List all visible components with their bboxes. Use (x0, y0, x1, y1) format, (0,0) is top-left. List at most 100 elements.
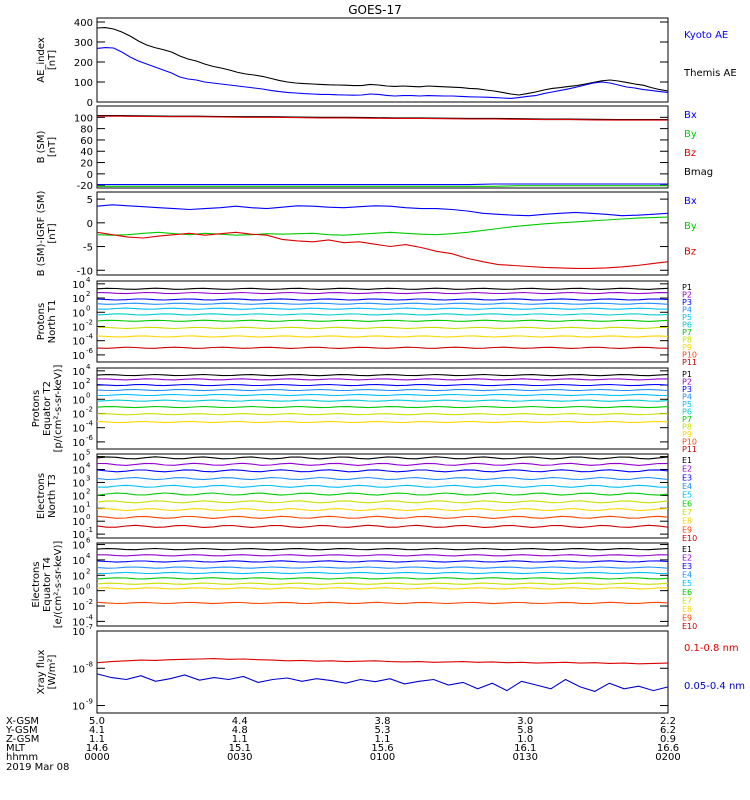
x-row-label: X-GSM (6, 716, 39, 727)
channel-line-E8 (96, 507, 669, 512)
channel-label-P5: P5 (682, 313, 692, 322)
channel-label-E5: E5 (682, 491, 692, 500)
y-tick-label: 10 (72, 556, 85, 567)
x-tick-label: 1.1 (375, 734, 391, 745)
channel-label-P2: P2 (682, 378, 692, 387)
panel-frame (96, 453, 669, 539)
x-tick-label: 0200 (655, 752, 680, 763)
channel-label-E4: E4 (682, 482, 692, 491)
y-tick-exponent: 4 (86, 462, 91, 470)
channel-label-P1: P1 (682, 370, 692, 379)
channel-label-P6: P6 (682, 321, 692, 330)
channel-line-P2 (97, 378, 668, 381)
channel-label-P5: P5 (682, 400, 692, 409)
channel-line-E1 (96, 456, 669, 460)
panel-8: Xray flux [W/m²]10-910-810 -70.1-0.8 nm0.0… (36, 623, 745, 714)
series-line (96, 673, 669, 692)
x-tick-label: 3.0 (517, 716, 533, 727)
x-row-label: Y-GSM (5, 725, 38, 736)
channel-label-E10: E10 (682, 622, 697, 631)
channel-label-P4: P4 (682, 306, 692, 315)
channel-line-E10 (96, 524, 669, 528)
y-axis-label: North T1 (47, 300, 58, 344)
panel-frame (96, 105, 669, 189)
series-line (96, 204, 669, 217)
channel-label-E6: E6 (682, 588, 692, 597)
channel-label-E6: E6 (682, 499, 692, 508)
series-line (97, 183, 668, 186)
y-tick-label: 10 (72, 409, 85, 420)
channel-label-P8: P8 (682, 423, 692, 432)
y-axis-label: [nT] (47, 223, 58, 243)
channel-label-E4: E4 (682, 571, 692, 580)
channel-label-E1: E1 (682, 545, 692, 554)
channel-line-P7 (96, 319, 669, 322)
channel-label-E3: E3 (682, 562, 692, 571)
y-tick-exponent: -2 (86, 405, 93, 413)
legend-entry: Themis AE (683, 68, 737, 79)
channel-label-E10: E10 (682, 534, 697, 543)
panel-frame (96, 191, 669, 276)
channel-label-E9: E9 (682, 525, 692, 534)
x-tick-label: 6.2 (660, 725, 676, 736)
y-axis-label: [p/(cm²-s-sr-keV)] (53, 365, 64, 453)
y-tick-exponent: -4 (86, 333, 94, 341)
y-tick-label: 10 (72, 478, 85, 489)
x-tick-label: 3.8 (375, 716, 391, 727)
x-row-label: hhmm (6, 752, 38, 763)
x-tick-label: 0.9 (660, 734, 676, 745)
y-tick-label: 10 (72, 395, 85, 406)
channel-line-P8 (96, 413, 669, 416)
x-tick-label: 4.4 (232, 716, 248, 727)
y-tick-label: 0 (87, 170, 93, 181)
channel-line-P9 (96, 420, 669, 424)
x-tick-label: 14.6 (86, 743, 108, 754)
y-tick-label: 80 (80, 125, 93, 136)
legend-entry: 0.05-0.4 nm (684, 681, 745, 692)
y-tick-label: 0 (87, 219, 93, 230)
y-tick-exponent: 3 (86, 474, 90, 482)
y-axis-label: Electrons (36, 473, 47, 519)
channel-line-E1 (96, 547, 669, 551)
channel-line-E3 (96, 560, 669, 563)
y-tick-label: 20 (80, 159, 93, 170)
x-tick-label: 1.1 (232, 734, 248, 745)
channel-line-P9 (96, 335, 669, 338)
channel-line-E3 (96, 469, 669, 473)
channel-label-E7: E7 (682, 508, 692, 517)
panel-frame (96, 367, 669, 450)
y-tick-label: 10 (72, 280, 85, 291)
y-tick-label: 100 (74, 113, 93, 124)
series-line (96, 231, 669, 269)
channel-line-E2 (96, 462, 669, 466)
channel-line-P6 (96, 313, 669, 316)
y-tick-label: 10 (72, 617, 85, 628)
x-tick-label: 4.8 (232, 725, 248, 736)
channel-label-P7: P7 (682, 328, 692, 337)
y-tick-exponent: 6 (86, 537, 91, 545)
y-tick-label: 10 (72, 367, 85, 378)
x-tick-label: 1.1 (89, 734, 105, 745)
panel-7: Electrons Equator T4 [e/(cm²-s-sr-keV)] 10-… (31, 537, 697, 631)
y-tick-exponent: 4 (86, 363, 91, 371)
y-axis-label: North T3 (47, 474, 58, 518)
channel-line-E9 (96, 601, 669, 605)
y-tick-label: 60 (80, 136, 93, 147)
channel-label-E9: E9 (682, 613, 692, 622)
channel-label-E2: E2 (682, 554, 692, 563)
y-tick-label: 10 (72, 517, 85, 528)
series-line (96, 47, 669, 99)
legend-entry: 0.1-0.8 nm (684, 643, 739, 654)
y-tick-label: 5 (87, 195, 93, 206)
panel-frame (96, 630, 669, 714)
channel-line-E6 (96, 577, 669, 580)
legend-entry: Bmag (684, 167, 713, 178)
y-tick-label: 10 (72, 602, 85, 613)
y-axis-label: B (SM) (36, 130, 47, 163)
x-tick-label: 0130 (513, 752, 538, 763)
y-tick-label: -10 (77, 266, 93, 277)
series-line (97, 185, 668, 187)
